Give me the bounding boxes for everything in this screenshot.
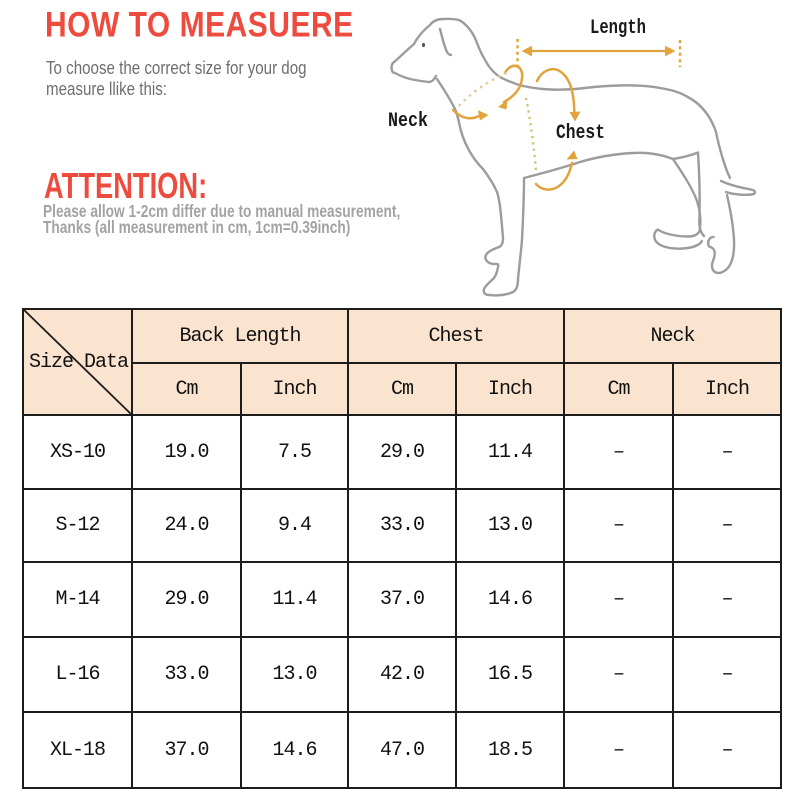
svg-text:Length: Length xyxy=(590,17,646,40)
svg-text:Chest: Chest xyxy=(556,122,605,145)
svg-text:Neck: Neck xyxy=(388,110,428,133)
